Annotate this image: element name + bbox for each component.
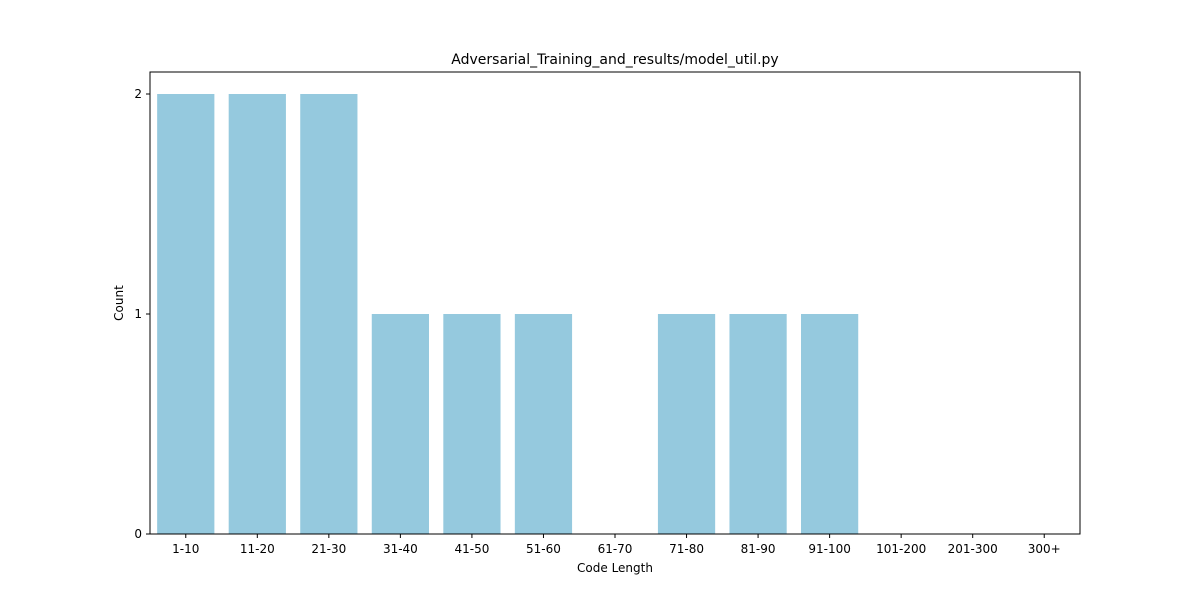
x-axis-label: Code Length — [577, 561, 653, 575]
bar-21-30 — [300, 94, 358, 534]
x-tick-label: 31-40 — [383, 542, 418, 556]
x-tick-label: 11-20 — [240, 542, 275, 556]
y-axis-ticks: 0 1 2 — [134, 87, 150, 541]
bar-41-50 — [443, 314, 501, 534]
x-tick-label: 1-10 — [172, 542, 199, 556]
bar-51-60 — [514, 314, 573, 534]
x-axis-ticks: 1-10 11-20 21-30 31-40 41-50 51-60 61-70 71-80 8… — [172, 534, 1061, 556]
x-tick-label: 21-30 — [311, 542, 346, 556]
bar-1-10 — [157, 94, 215, 534]
y-tick-label: 0 — [134, 527, 142, 541]
x-tick-label: 101-200 — [876, 542, 926, 556]
x-tick-label: 51-60 — [526, 542, 561, 556]
bar-11-20 — [228, 94, 286, 534]
bar-81-90 — [729, 314, 787, 534]
x-tick-label: 41-50 — [454, 542, 489, 556]
bar-71-80 — [657, 314, 716, 534]
y-tick-label: 2 — [134, 87, 142, 101]
bar-31-40 — [371, 314, 429, 534]
y-tick-label: 1 — [134, 307, 142, 321]
chart-title: Adversarial_Training_and_results/model_u… — [451, 52, 778, 68]
x-tick-label: 91-100 — [808, 542, 851, 556]
x-tick-label: 300+ — [1028, 542, 1061, 556]
x-tick-label: 71-80 — [669, 542, 704, 556]
bar-91-100 — [801, 314, 859, 534]
x-tick-label: 81-90 — [741, 542, 776, 556]
x-tick-label: 201-300 — [948, 542, 998, 556]
y-axis-label: Count — [112, 285, 126, 321]
x-tick-label: 61-70 — [598, 542, 633, 556]
bars-group — [157, 94, 859, 534]
